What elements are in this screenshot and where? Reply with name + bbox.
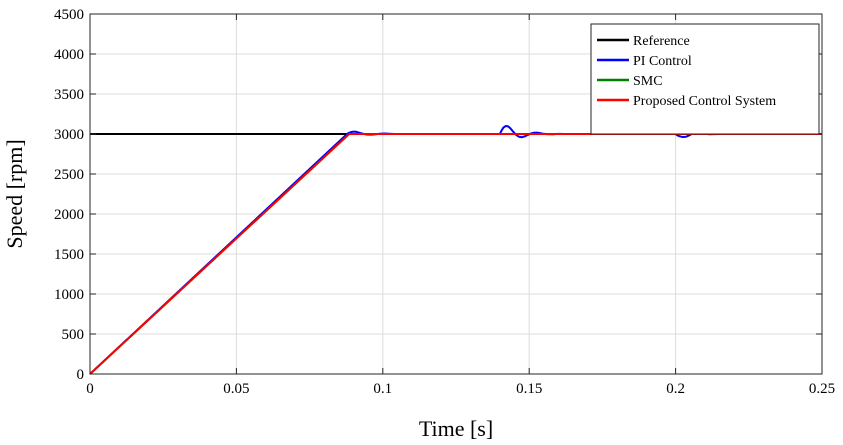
- y-axis-title: Speed [rpm]: [2, 139, 27, 248]
- x-tick-label: 0.1: [373, 381, 392, 397]
- x-tick-label: 0: [86, 381, 94, 397]
- y-tick-label: 4500: [54, 7, 84, 23]
- y-tick-label: 3500: [54, 87, 84, 103]
- x-axis-title: Time [s]: [419, 416, 493, 441]
- y-tick-label: 1000: [54, 287, 84, 303]
- y-tick-label: 0: [77, 367, 85, 383]
- x-tick-label: 0.15: [516, 381, 542, 397]
- x-tick-label: 0.05: [223, 381, 249, 397]
- legend-label-proposed-control-system: Proposed Control System: [633, 94, 776, 109]
- x-tick-label: 0.2: [666, 381, 685, 397]
- y-tick-label: 3000: [54, 127, 84, 143]
- y-tick-label: 4000: [54, 47, 84, 63]
- y-tick-label: 2500: [54, 167, 84, 183]
- legend-label-smc: SMC: [633, 74, 663, 89]
- y-tick-label: 1500: [54, 247, 84, 263]
- y-tick-label: 500: [62, 327, 85, 343]
- grid-lines: [89, 13, 823, 375]
- axis-ticks: [89, 13, 823, 375]
- y-tick-labels: 0 500 1000 1500 2000 2500 3000 3500 4000 4500: [54, 7, 84, 383]
- plot-frame: [89, 13, 823, 375]
- legend-label-pi-control: PI Control: [633, 54, 692, 69]
- x-tick-labels: 0 0.05 0.1 0.15 0.2 0.25: [86, 381, 835, 397]
- x-tick-label: 0.25: [809, 381, 835, 397]
- legend-label-reference: Reference: [633, 34, 690, 49]
- legend: Reference PI Control SMC Proposed Control S…: [590, 23, 820, 135]
- y-tick-label: 2000: [54, 207, 84, 223]
